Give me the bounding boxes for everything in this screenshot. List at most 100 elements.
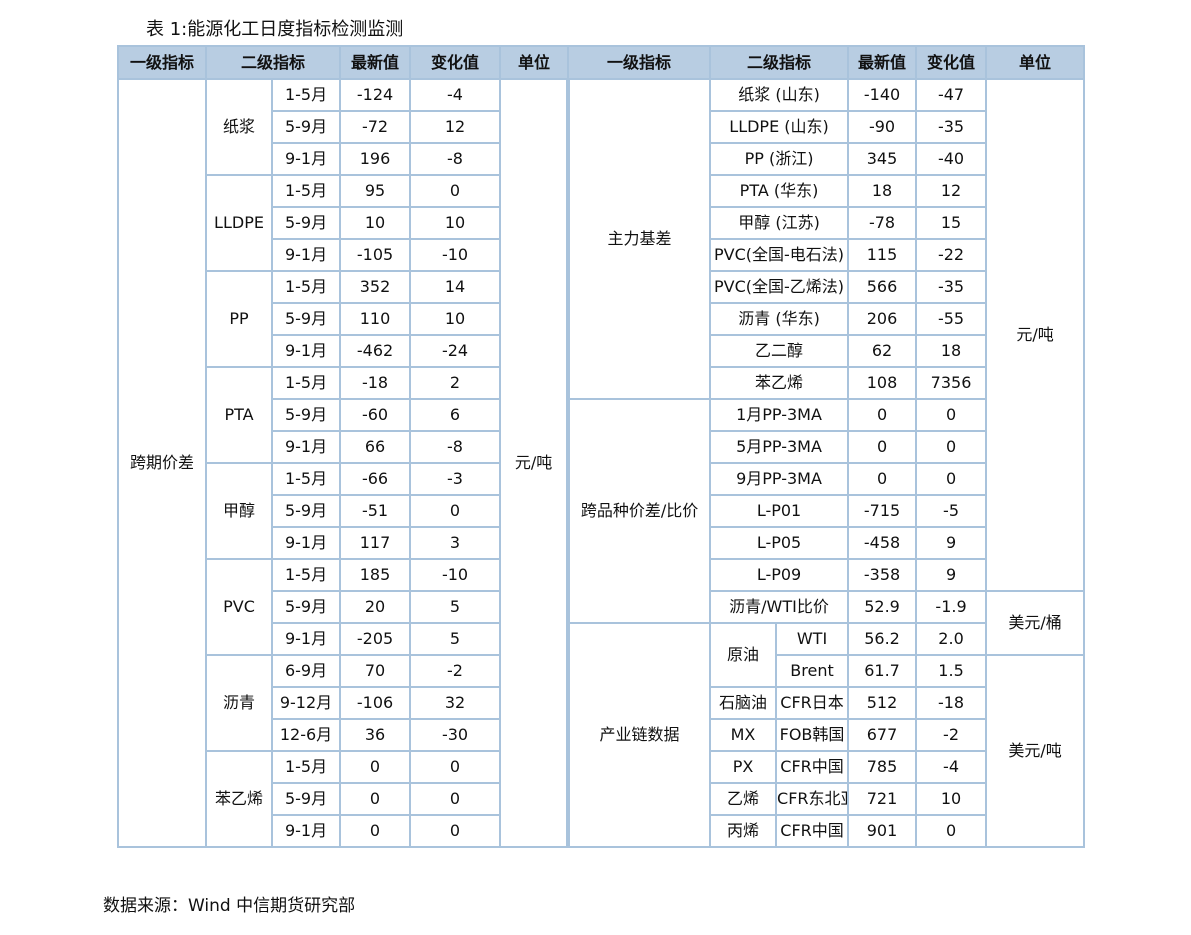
product-cell: 原油 xyxy=(709,622,778,688)
indicator-cell: L-P01 xyxy=(709,494,850,528)
period-cell: 9-12月 xyxy=(270,686,342,720)
latest-value-cell: 0 xyxy=(847,398,918,432)
change-value-cell: -5 xyxy=(915,494,988,528)
change-value-cell: 2 xyxy=(409,366,502,400)
change-value-cell: -22 xyxy=(915,238,988,272)
period-cell: 1-5月 xyxy=(270,78,342,112)
product-cell: 乙烯 xyxy=(709,782,778,816)
change-value-cell: -30 xyxy=(409,718,502,752)
latest-value-cell: 70 xyxy=(339,654,412,688)
latest-value-cell: 0 xyxy=(847,462,918,496)
change-value-cell: 1.5 xyxy=(915,654,988,688)
latest-value-cell: 901 xyxy=(847,814,918,848)
latest-value-cell: -51 xyxy=(339,494,412,528)
change-value-cell: -24 xyxy=(409,334,502,368)
table-row: 5-9月 10 10 甲醇 (江苏) -78 15 xyxy=(118,206,1084,240)
indicator-cell: 1月PP-3MA xyxy=(709,398,850,432)
period-cell: 9-1月 xyxy=(270,430,342,464)
change-value-cell: -47 xyxy=(915,78,988,112)
table-row: 9-1月 117 3 L-P05 -458 9 xyxy=(118,526,1084,560)
product-cell: PP xyxy=(205,270,273,368)
product-cell: 纸浆 xyxy=(205,78,273,176)
change-value-cell: -1.9 xyxy=(915,590,988,624)
market-cell: CFR中国 xyxy=(775,814,850,848)
change-value-cell: -35 xyxy=(915,110,988,144)
table-row: 9-1月 0 0 丙烯 CFR中国 901 0 xyxy=(118,814,1084,848)
level1-cell-basis: 主力基差 xyxy=(566,78,712,400)
product-cell: 甲醇 xyxy=(205,462,273,560)
change-value-cell: 10 xyxy=(409,206,502,240)
period-cell: 12-6月 xyxy=(270,718,342,752)
product-cell: 苯乙烯 xyxy=(205,750,273,848)
period-cell: 1-5月 xyxy=(270,558,342,592)
table-title: 表 1:能源化工日度指标检测监测 xyxy=(146,19,404,40)
level1-cell-cross: 跨品种价差/比价 xyxy=(566,398,712,624)
change-value-cell: 12 xyxy=(915,174,988,208)
header-latest: 最新值 xyxy=(339,45,412,80)
change-value-cell: -35 xyxy=(915,270,988,304)
table-row: 甲醇 1-5月 -66 -3 9月PP-3MA 0 0 xyxy=(118,462,1084,560)
table-row: 9-1月 196 -8 PP (浙江) 345 -40 xyxy=(118,142,1084,176)
product-cell: PTA xyxy=(205,366,273,464)
header-level2-right: 二级指标 xyxy=(709,45,850,80)
change-value-cell: 10 xyxy=(915,782,988,816)
table-row: 5-9月 -72 12 LLDPE (山东) -90 -35 xyxy=(118,110,1084,144)
latest-value-cell: 0 xyxy=(847,430,918,464)
change-value-cell: 2.0 xyxy=(915,622,988,656)
unit-cell: 元/吨 xyxy=(499,78,570,848)
market-cell: CFR中国 xyxy=(775,750,850,784)
latest-value-cell: 18 xyxy=(847,174,918,208)
data-source: 数据来源：Wind 中信期货研究部 xyxy=(103,896,356,916)
period-cell: 1-5月 xyxy=(270,462,342,496)
indicator-cell: 甲醇 (江苏) xyxy=(709,206,850,240)
product-cell: 丙烯 xyxy=(709,814,778,848)
latest-value-cell: 566 xyxy=(847,270,918,304)
latest-value-cell: 0 xyxy=(339,750,412,784)
period-cell: 5-9月 xyxy=(270,398,342,432)
table-row: 12-6月 36 -30 MX FOB韩国 677 -2 xyxy=(118,718,1084,752)
period-cell: 9-1月 xyxy=(270,622,342,656)
market-cell: FOB韩国 xyxy=(775,718,850,752)
market-cell: CFR东北亚 xyxy=(775,782,850,816)
period-cell: 1-5月 xyxy=(270,750,342,784)
product-cell: 石脑油 xyxy=(709,686,778,720)
latest-value-cell: 512 xyxy=(847,686,918,720)
table-row: 9-1月 -462 -24 乙二醇 62 18 xyxy=(118,334,1084,368)
header-change: 变化值 xyxy=(409,45,502,80)
period-cell: 5-9月 xyxy=(270,494,342,528)
change-value-cell: 6 xyxy=(409,398,502,432)
period-cell: 1-5月 xyxy=(270,366,342,400)
unit-cell: 美元/桶 xyxy=(985,590,1085,656)
market-cell: CFR日本 xyxy=(775,686,850,720)
latest-value-cell: -90 xyxy=(847,110,918,144)
latest-value-cell: -105 xyxy=(339,238,412,272)
change-value-cell: 5 xyxy=(409,622,502,656)
indicator-cell: 沥青/WTI比价 xyxy=(709,590,850,624)
header-latest-right: 最新值 xyxy=(847,45,918,80)
header-unit-right: 单位 xyxy=(985,45,1085,80)
header-unit: 单位 xyxy=(499,45,570,80)
period-cell: 9-1月 xyxy=(270,142,342,176)
change-value-cell: 5 xyxy=(409,590,502,624)
latest-value-cell: 61.7 xyxy=(847,654,918,688)
table-row: LLDPE 1-5月 95 0 PTA (华东) 18 12 xyxy=(118,174,1084,272)
latest-value-cell: -205 xyxy=(339,622,412,656)
indicator-table: 一级指标 二级指标 最新值 变化值 单位 一级指标 二级指标 最新值 变化值 单… xyxy=(117,45,1085,848)
change-value-cell: 9 xyxy=(915,558,988,592)
change-value-cell: 3 xyxy=(409,526,502,560)
header-level2: 二级指标 xyxy=(204,45,342,80)
change-value-cell: 15 xyxy=(915,206,988,240)
change-value-cell: 0 xyxy=(409,174,502,208)
change-value-cell: 0 xyxy=(409,782,502,816)
latest-value-cell: -140 xyxy=(847,78,918,112)
period-cell: 5-9月 xyxy=(270,782,342,816)
market-cell: Brent xyxy=(775,654,850,688)
table-row: 5-9月 -60 6 跨品种价差/比价 1月PP-3MA 0 0 xyxy=(118,398,1084,624)
latest-value-cell: 345 xyxy=(847,142,918,176)
table-row: PP 1-5月 352 14 PVC(全国-乙烯法) 566 -35 xyxy=(118,270,1084,368)
latest-value-cell: -715 xyxy=(847,494,918,528)
latest-value-cell: 10 xyxy=(339,206,412,240)
change-value-cell: 9 xyxy=(915,526,988,560)
latest-value-cell: 115 xyxy=(847,238,918,272)
indicator-cell: PP (浙江) xyxy=(709,142,850,176)
